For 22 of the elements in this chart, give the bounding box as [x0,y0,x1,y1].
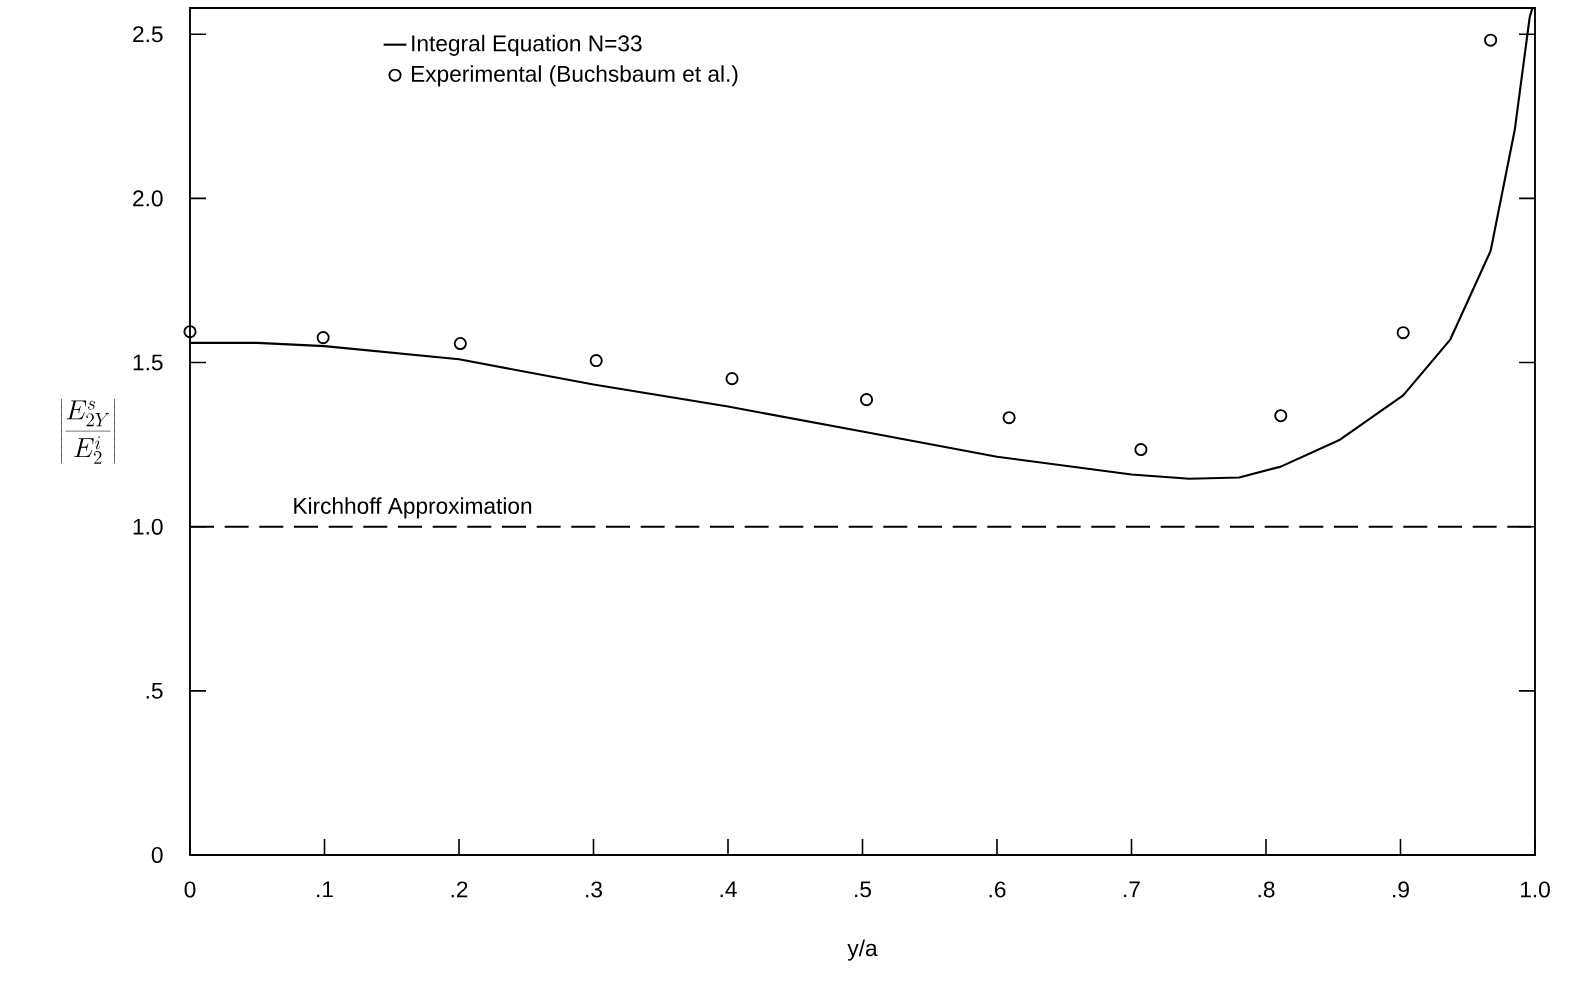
ref-line-label: Kirchhoff Approximation [294,497,532,519]
x-tick-label: .7 [1124,881,1140,898]
y-tick-label: 1.0 [133,518,163,535]
x-tick-label: .4 [720,881,737,898]
y-tick-label: 2.5 [133,26,163,43]
x-tick-label: 0 [184,881,196,898]
y-tick-label: 0 [151,846,163,864]
x-axis-title: y/a [847,939,878,961]
x-tick-label: .9 [1393,881,1409,898]
x-tick-label: 1.0 [1520,881,1550,898]
y-tick-label: .5 [146,682,163,699]
x-tick-label: .1 [317,881,333,898]
x-tick-label: .8 [1258,881,1275,898]
x-tick-label: .5 [855,881,871,898]
legend-label: Integral Equation N=33 [412,34,642,56]
legend-label: Experimental (Buchsbaum et al.) [411,65,738,87]
x-tick-label: .2 [451,881,468,898]
x-tick-label: .6 [989,881,1006,898]
y-tick-label: 1.5 [133,354,163,371]
y-tick-label: 2.0 [133,190,163,207]
x-tick-label: .3 [586,881,602,898]
y-axis-title: $\left|\frac{E^{s}_{2Y}}{E^{i}_{2}}\right|$ [61,398,115,464]
